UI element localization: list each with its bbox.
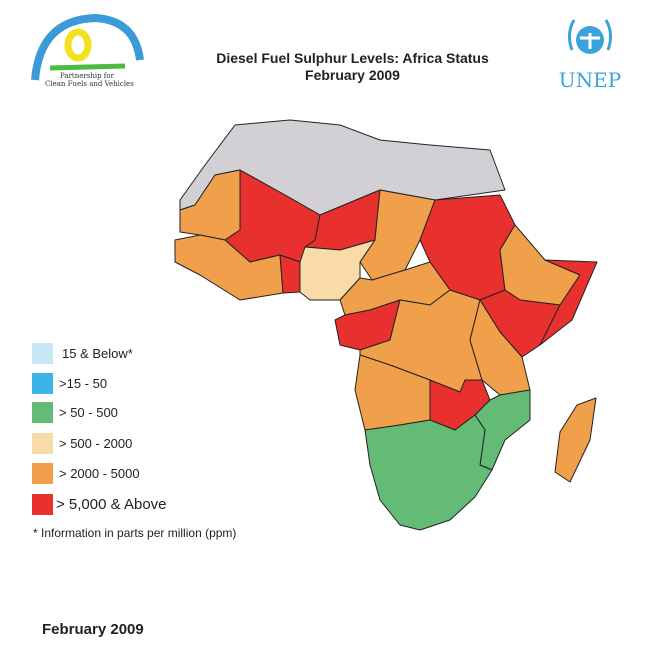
legend-label: > 50 - 500: [59, 405, 118, 420]
legend-item: > 500 - 2000: [32, 433, 132, 454]
legend-swatch: [32, 402, 53, 423]
region-madagascar: [554, 397, 597, 483]
logo-text-2: Clean Fuels and Vehicles: [45, 80, 134, 88]
legend-swatch: [32, 433, 53, 454]
legend-item: > 2000 - 5000: [32, 463, 140, 484]
legend-label: > 5,000 & Above: [56, 496, 167, 513]
logo-sun: [64, 28, 92, 62]
footer-date: February 2009: [42, 621, 144, 638]
left-logo: Partnership for Clean Fuels and Vehicles: [31, 13, 144, 88]
legend-item: >15 - 50: [32, 373, 107, 394]
unep-text: UNEP: [559, 68, 621, 92]
legend-label: >15 - 50: [59, 376, 108, 391]
unep-laurel: [567, 19, 613, 51]
legend-label: > 2000 - 5000: [59, 466, 140, 481]
region-nigeria: [299, 239, 376, 301]
map-subtitle: February 2009: [305, 67, 400, 83]
logo-ground: [49, 63, 126, 71]
region-southern-africa: [364, 414, 493, 531]
logo-arc: [31, 13, 144, 81]
region-ghana-togo: [279, 254, 301, 294]
map-title: Diesel Fuel Sulphur Levels: Africa Statu…: [216, 50, 489, 66]
legend-item: 15 & Below*: [32, 343, 133, 364]
unep-figure: [580, 33, 600, 49]
legend-note: * Information in parts per million (ppm): [33, 526, 237, 540]
legend-label: > 500 - 2000: [59, 436, 133, 451]
legend-item: > 50 - 500: [32, 402, 118, 423]
legend-swatch: [32, 343, 53, 364]
legend-swatch: [32, 373, 53, 394]
legend-label: 15 & Below*: [62, 346, 133, 361]
legend-item: > 5,000 & Above: [32, 494, 167, 515]
unep-logo: UNEP: [559, 19, 621, 92]
legend-swatch: [32, 494, 53, 515]
legend-swatch: [32, 463, 53, 484]
logo-text-1: Partnership for: [60, 72, 115, 80]
